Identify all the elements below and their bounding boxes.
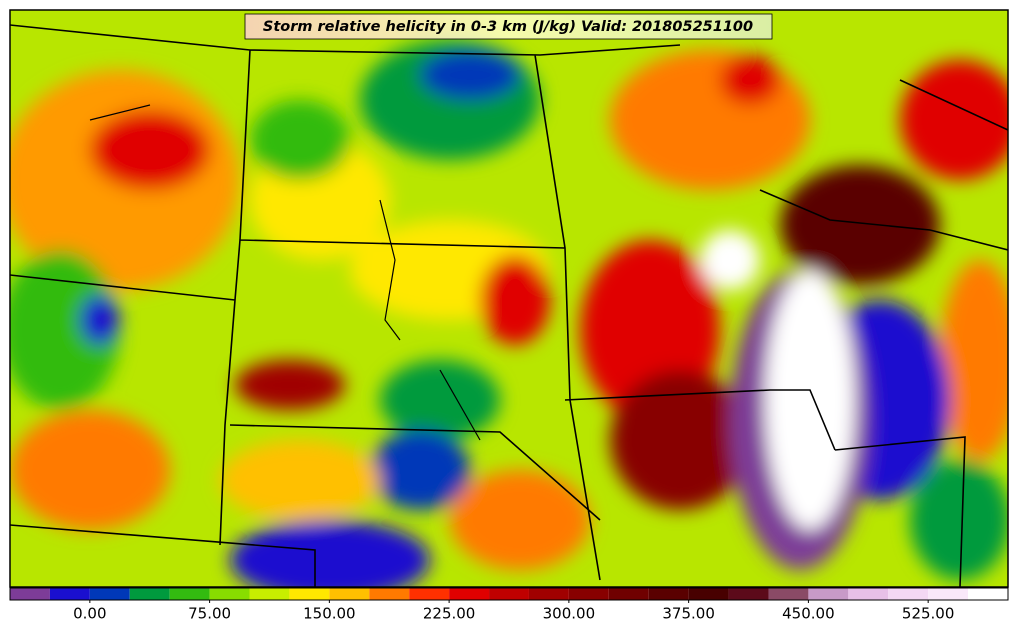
colorbar-tick-label: 75.00 <box>188 605 231 623</box>
colorbar-tick-label: 225.00 <box>423 605 476 623</box>
colorbar-box <box>608 588 649 600</box>
colorbar-tick-label: 0.00 <box>73 605 106 623</box>
colorbar-box <box>848 588 889 600</box>
colorbar-box <box>688 588 729 600</box>
colorbar-tick-label: 300.00 <box>543 605 596 623</box>
colorbar-box <box>768 588 809 600</box>
colorbar-tick-label: 150.00 <box>303 605 356 623</box>
colorbar-box <box>369 588 410 600</box>
colorbar-box <box>129 588 170 600</box>
helicity-field <box>10 10 1008 587</box>
colorbar-box <box>49 588 90 600</box>
colorbar-box <box>728 588 769 600</box>
colorbar-frame <box>9 587 1009 601</box>
map-title: Storm relative helicity in 0-3 km (J/kg)… <box>263 19 753 35</box>
colorbar-box <box>249 588 290 600</box>
colorbar-box <box>169 588 210 600</box>
colorbar-box <box>808 588 849 600</box>
colorbar-box <box>289 588 330 600</box>
colorbar-tick-label: 450.00 <box>782 605 835 623</box>
colorbar-box <box>528 588 569 600</box>
colorbar-box <box>888 588 929 600</box>
colorbar-box <box>89 588 130 600</box>
colorbar-box <box>10 588 50 600</box>
colorbar-box <box>928 588 969 600</box>
colorbar-tick-label: 525.00 <box>902 605 955 623</box>
colorbar-box <box>209 588 250 600</box>
colorbar-tick-label: 375.00 <box>662 605 715 623</box>
colorbar-box <box>489 588 529 600</box>
colorbar-box <box>449 588 490 600</box>
colorbar-box <box>409 588 450 600</box>
colorbar-box <box>568 588 609 600</box>
state-borders <box>10 24 1008 587</box>
colorbar-box <box>648 588 689 600</box>
colorbar: 0.00 75.00 150.00 225.00 300.00 375.00 450.00 5… <box>9 587 1009 623</box>
colorbar-box <box>329 588 370 600</box>
colorbar-box <box>968 588 1008 600</box>
map-frame <box>9 9 1009 588</box>
title-box <box>244 13 773 40</box>
